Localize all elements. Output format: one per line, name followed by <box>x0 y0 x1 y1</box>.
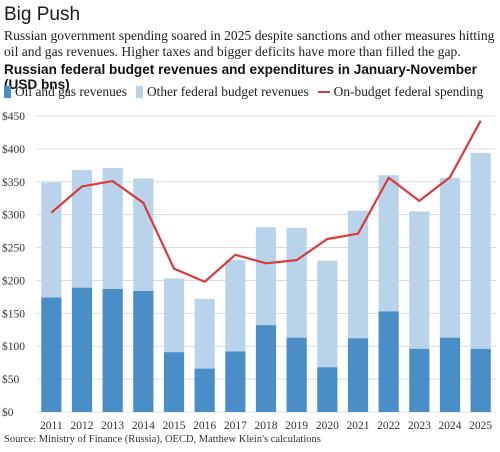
legend-label-other: Other federal budget revenues <box>146 84 309 99</box>
y-tick-label: $350 <box>2 176 25 189</box>
legend-item-oil-gas: Oil and gas revenues <box>4 84 127 100</box>
x-tick-label: 2019 <box>285 420 308 432</box>
bar-other-revenues <box>102 167 123 289</box>
x-tick-label: 2015 <box>163 420 186 432</box>
legend-swatch-other <box>135 86 143 98</box>
chart-plot-area: $0 $50 $100 $150 $200 $250 $300 $350 $400 $450 201… <box>2 110 496 432</box>
bar-other-revenues <box>41 182 62 298</box>
y-tick-label: $300 <box>2 209 25 222</box>
x-tick-label: 2014 <box>132 420 155 432</box>
legend-item-spending: On-budget federal spending <box>317 84 484 100</box>
y-tick-label: $150 <box>2 307 25 320</box>
legend-swatch-oil-gas <box>4 86 11 98</box>
y-tick-label: $250 <box>2 242 25 255</box>
bar-other-revenues <box>286 227 307 338</box>
y-tick-label: $400 <box>2 143 25 156</box>
bar-other-revenues <box>409 211 430 349</box>
bar-oil-gas-revenues <box>286 337 307 412</box>
bar-other-revenues <box>470 152 491 349</box>
x-tick-label: 2017 <box>224 420 247 432</box>
bar-oil-gas-revenues <box>378 311 399 412</box>
bar-oil-gas-revenues <box>470 348 491 412</box>
bar-oil-gas-revenues <box>409 348 430 412</box>
x-tick-label: 2024 <box>439 420 462 432</box>
chart-legend: Oil and gas revenues Other federal budge… <box>4 84 492 100</box>
legend-label-oil-gas: Oil and gas revenues <box>15 84 127 99</box>
bar-other-revenues <box>225 260 246 352</box>
x-tick-label: 2020 <box>316 420 339 432</box>
bar-oil-gas-revenues <box>163 352 185 412</box>
x-tick-label: 2013 <box>101 420 124 432</box>
bar-oil-gas-revenues <box>225 351 246 412</box>
bar-other-revenues <box>347 210 369 339</box>
bar-other-revenues <box>317 260 338 368</box>
bar-oil-gas-revenues <box>317 367 338 412</box>
y-tick-label: $50 <box>2 373 20 386</box>
bar-oil-gas-revenues <box>71 287 93 412</box>
bar-oil-gas-revenues <box>133 290 154 412</box>
bar-oil-gas-revenues <box>439 337 461 412</box>
y-tick-label: $100 <box>2 340 25 353</box>
x-tick-label: 2021 <box>347 420 370 432</box>
x-tick-label: 2012 <box>71 420 94 432</box>
bar-other-revenues <box>71 169 93 288</box>
x-tick-label: 2023 <box>408 420 431 432</box>
bar-oil-gas-revenues <box>41 297 62 412</box>
legend-item-other: Other federal budget revenues <box>135 84 309 100</box>
chart-headline: Big Push <box>4 4 81 25</box>
line-federal-spending <box>50 120 482 283</box>
x-tick-label: 2011 <box>40 420 63 432</box>
bar-oil-gas-revenues <box>102 288 123 412</box>
bar-oil-gas-revenues <box>347 338 369 412</box>
chart-title: Russian federal budget revenues and expe… <box>4 62 477 92</box>
chart-subtitle: Russian government spending soared in 20… <box>4 28 495 59</box>
bar-other-revenues <box>133 178 154 291</box>
y-tick-label: $0 <box>2 406 14 419</box>
bar-oil-gas-revenues <box>255 325 277 412</box>
y-tick-label: $450 <box>2 110 25 123</box>
legend-label-spending: On-budget federal spending <box>333 84 484 99</box>
legend-swatch-spending <box>317 91 330 93</box>
bar-other-revenues <box>255 227 277 326</box>
x-tick-label: 2018 <box>255 420 278 432</box>
bar-other-revenues <box>439 177 461 338</box>
x-tick-label: 2022 <box>377 420 400 432</box>
bar-other-revenues <box>194 298 215 369</box>
bar-other-revenues <box>378 175 399 312</box>
x-tick-label: 2025 <box>469 420 492 432</box>
x-tick-label: 2016 <box>193 420 216 432</box>
y-tick-label: $200 <box>2 274 25 287</box>
chart-source-note: Source: Ministry of Finance (Russia), OE… <box>4 434 321 445</box>
bar-other-revenues <box>163 278 185 353</box>
bar-oil-gas-revenues <box>194 368 215 412</box>
